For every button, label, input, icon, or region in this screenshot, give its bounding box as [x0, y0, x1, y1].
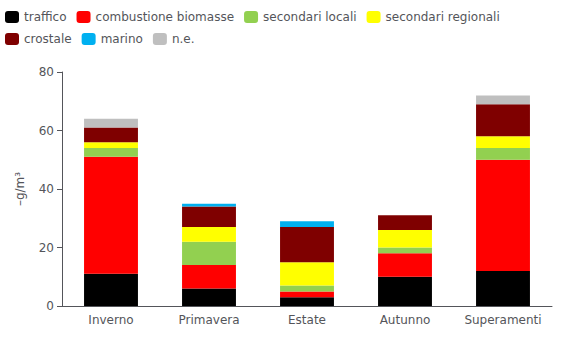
- svg-text:marino: marino: [101, 32, 143, 46]
- svg-text:secondari regionali: secondari regionali: [386, 10, 500, 24]
- svg-text:Autunno: Autunno: [380, 313, 431, 327]
- svg-text:secondari locali: secondari locali: [263, 10, 357, 24]
- svg-text:Inverno: Inverno: [88, 313, 133, 327]
- svg-text:Primavera: Primavera: [178, 313, 239, 327]
- svg-text:crostale: crostale: [24, 32, 72, 46]
- svg-text:traffico: traffico: [24, 10, 67, 24]
- svg-text:Estate: Estate: [288, 313, 326, 327]
- svg-text:80: 80: [39, 65, 54, 79]
- svg-text:combustione biomasse: combustione biomasse: [96, 10, 235, 24]
- svg-text:40: 40: [39, 182, 54, 196]
- svg-text:60: 60: [39, 124, 54, 138]
- svg-text:0: 0: [46, 299, 54, 313]
- svg-text:n.e.: n.e.: [172, 32, 195, 46]
- svg-text:20: 20: [39, 241, 54, 255]
- svg-text:–g/m³: –g/m³: [13, 172, 27, 206]
- svg-text:Superamenti: Superamenti: [464, 313, 541, 327]
